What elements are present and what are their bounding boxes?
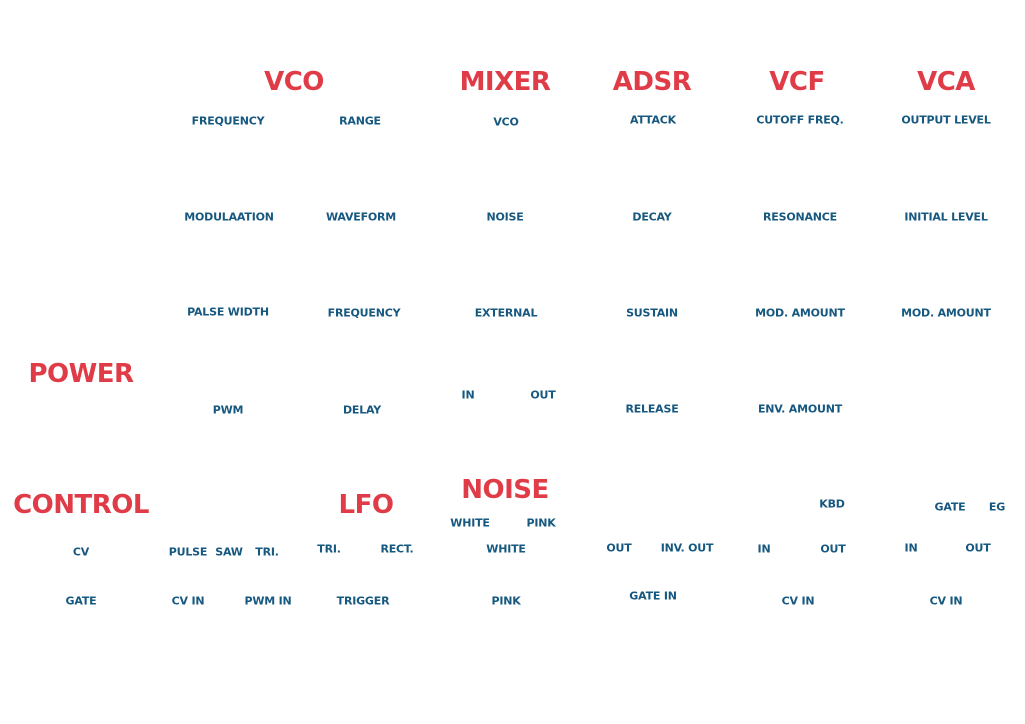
control-heading: CONTROL bbox=[13, 490, 149, 520]
noise-white-switch-label: WHITE bbox=[450, 516, 490, 530]
vco-pwm-label: PWM bbox=[212, 403, 244, 417]
power-heading: POWER bbox=[28, 359, 134, 389]
vca-output-level-label: OUTPUT LEVEL bbox=[901, 113, 991, 127]
vcf-resonance-label: RESONANCE bbox=[763, 210, 837, 224]
vcf-out-label: OUT bbox=[820, 542, 846, 556]
vco-frequency-2-label: FREQUENCY bbox=[327, 306, 401, 320]
adsr-heading: ADSR bbox=[612, 67, 692, 97]
vco-delay-label: DELAY bbox=[342, 403, 382, 417]
vca-out-label: OUT bbox=[965, 541, 991, 555]
adsr-attack-label: ATTACK bbox=[630, 113, 676, 127]
adsr-out-label: OUT bbox=[606, 541, 632, 555]
vcf-env-amount-label: ENV. AMOUNT bbox=[757, 402, 843, 416]
vco-tri-out-label: TRI. bbox=[255, 545, 279, 559]
vcf-cv-in-label: CV IN bbox=[781, 594, 815, 608]
adsr-sustain-label: SUSTAIN bbox=[626, 306, 678, 320]
vco-modulation-label: MODULAATION bbox=[184, 210, 274, 224]
noise-white-out-label: WHITE bbox=[486, 542, 526, 556]
vco-pwm-in-label: PWM IN bbox=[244, 594, 292, 608]
vca-mod-amount-label: MOD. AMOUNT bbox=[901, 306, 991, 320]
vco-pulse-width-label: PALSE WIDTH bbox=[187, 305, 269, 319]
vco-range-label: RANGE bbox=[339, 114, 381, 128]
vco-heading: VCO bbox=[264, 67, 324, 97]
vco-cv-in-label: CV IN bbox=[171, 594, 205, 608]
mixer-out-label: OUT bbox=[530, 388, 556, 402]
vcf-in-label: IN bbox=[757, 542, 771, 556]
vcf-heading: VCF bbox=[769, 67, 825, 97]
mixer-heading: MIXER bbox=[459, 67, 551, 97]
lfo-rect-label: RECT. bbox=[380, 542, 414, 556]
mixer-external-label: EXTERNAL bbox=[474, 306, 538, 320]
control-cv-label: CV bbox=[72, 545, 90, 559]
noise-heading: NOISE bbox=[461, 475, 549, 505]
vco-waveform-label: WAVEFORM bbox=[325, 210, 397, 224]
noise-pink-out-label: PINK bbox=[491, 594, 521, 608]
lfo-heading: LFO bbox=[338, 490, 394, 520]
vcf-kbd-label: KBD bbox=[819, 497, 845, 511]
vca-initial-level-label: INITIAL LEVEL bbox=[904, 210, 988, 224]
vca-in-label: IN bbox=[904, 541, 918, 555]
lfo-tri-label: TRI. bbox=[317, 542, 341, 556]
mixer-noise-label: NOISE bbox=[486, 210, 524, 224]
vca-gate-label: GATE bbox=[934, 500, 966, 514]
lfo-trigger-label: TRIGGER bbox=[336, 594, 390, 608]
vcf-cutoff-label: CUTOFF FREQ. bbox=[756, 113, 844, 127]
vco-pulse-out-label: PULSE bbox=[168, 545, 208, 559]
adsr-decay-label: DECAY bbox=[632, 210, 672, 224]
vca-heading: VCA bbox=[917, 67, 975, 97]
vco-saw-out-label: SAW bbox=[215, 545, 243, 559]
vca-cv-in-label: CV IN bbox=[929, 594, 963, 608]
adsr-inv-out-label: INV. OUT bbox=[660, 541, 714, 555]
adsr-gate-in-label: GATE IN bbox=[629, 589, 677, 603]
vco-frequency-label: FREQUENCY bbox=[191, 114, 265, 128]
vcf-mod-amount-label: MOD. AMOUNT bbox=[755, 306, 845, 320]
vca-eg-label: EG bbox=[988, 500, 1006, 514]
mixer-vco-label: VCO bbox=[493, 115, 519, 129]
mixer-in-label: IN bbox=[461, 388, 475, 402]
adsr-release-label: RELEASE bbox=[625, 402, 679, 416]
noise-pink-switch-label: PINK bbox=[526, 516, 556, 530]
control-gate-label: GATE bbox=[65, 594, 97, 608]
